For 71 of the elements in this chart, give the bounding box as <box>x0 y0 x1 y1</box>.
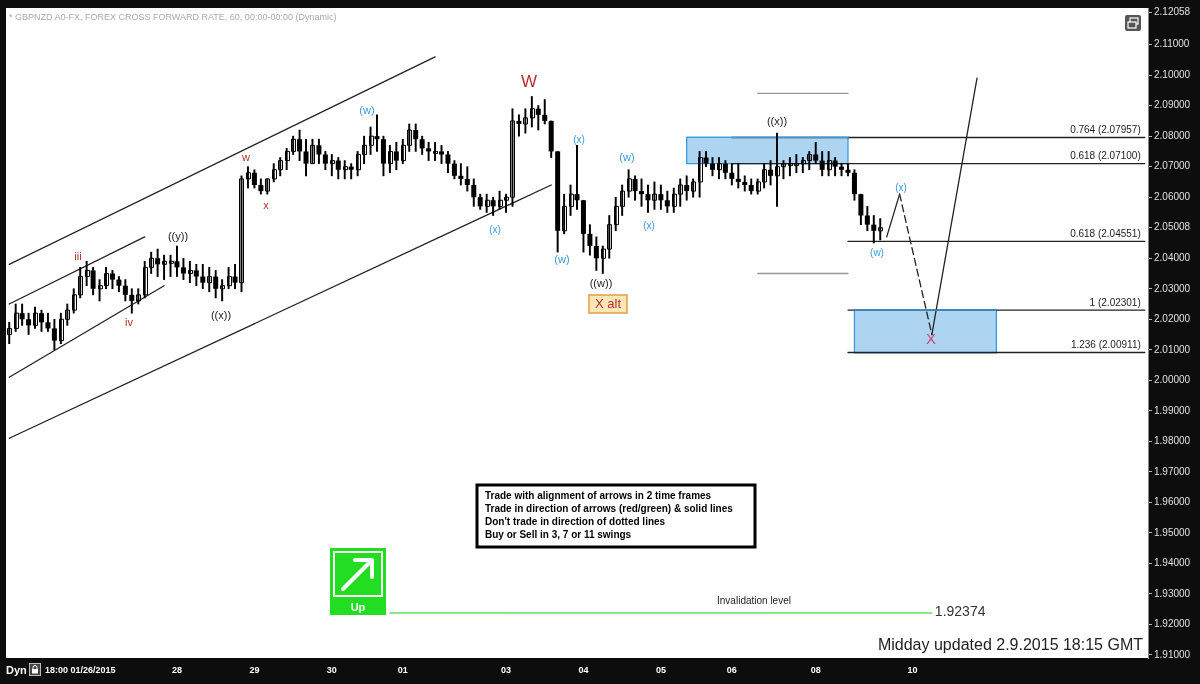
chart-title: * GBPNZD A0-FX, FOREX CROSS FORWARD RATE, 60, 00:00-00:00 (Dynamic) <box>9 11 337 22</box>
annotation: W <box>520 71 538 91</box>
annotation: (x) <box>643 219 655 231</box>
y-tick-label: 1.92000 <box>1154 618 1191 630</box>
annotation: iv <box>125 316 134 329</box>
candlestick <box>562 193 567 235</box>
x-tick-label: 06 <box>726 664 737 675</box>
annotation: X alt <box>594 295 622 311</box>
y-tick-label: 2.06000 <box>1154 190 1191 202</box>
annotation: Invalidation level <box>717 594 791 606</box>
series-label: 1.236 (2.00911) <box>1070 339 1141 351</box>
annotation: (x) <box>573 133 585 145</box>
annotation: (x) <box>895 181 907 193</box>
x-tick-label: 30 <box>326 664 337 675</box>
candlestick <box>7 321 12 345</box>
y-tick-label: 2.05008 <box>1154 221 1191 233</box>
annotation: (w) <box>870 246 884 258</box>
y-tick-label: 1.94000 <box>1154 557 1191 569</box>
annotation: X <box>925 330 937 348</box>
data-label: 1.92374 <box>934 602 986 619</box>
candlestick <box>220 279 225 302</box>
y-tick-label: 2.11000 <box>1154 38 1190 50</box>
y-tick-label: 2.10000 <box>1154 68 1191 80</box>
y-tick-label: 2.12058 <box>1154 6 1191 18</box>
annotation: x <box>263 199 270 212</box>
y-tick-label: 2.02000 <box>1154 313 1191 325</box>
x-tick-label: 28 <box>171 664 182 675</box>
series-label: 1 (2.02301) <box>1089 296 1141 308</box>
annotation: (w) <box>619 151 635 164</box>
y-tick-label: 2.00000 <box>1154 374 1191 386</box>
y-tick-label: 2.07000 <box>1154 160 1191 172</box>
annotation: iii <box>74 250 82 263</box>
annotation: Trade with alignment of arrows in 2 time frames Trade in direction of arrows (red/green) & solid lines Don't trade in direction of dotted lines Buy or Sell in 3, 7 or 11 swings <box>485 489 734 540</box>
x-tick-label: 01 <box>397 664 408 675</box>
y-tick-label: 2.04000 <box>1154 251 1191 263</box>
annotation: ((y)) <box>167 230 189 243</box>
series-label: 0.764 (2.07957) <box>1070 124 1141 136</box>
annotation: (w) <box>359 104 375 117</box>
annotation: ((x)) <box>210 309 232 322</box>
candlestick <box>735 163 741 189</box>
y-tick-label: 1.99000 <box>1154 404 1191 416</box>
y-tick-label: 1.98000 <box>1154 435 1191 447</box>
x-tick-label: 10 <box>907 664 918 675</box>
x-tick-label: 08 <box>810 664 821 675</box>
annotation: ((w)) <box>589 277 613 290</box>
annotation: (x) <box>489 223 501 235</box>
x-tick-label: 18:00 01/26/2015 <box>44 664 116 675</box>
candlestick <box>639 178 645 207</box>
series-label: 0.618 (2.07100) <box>1070 150 1141 162</box>
annotation: ((x)) <box>766 115 788 128</box>
annotation: (w) <box>554 253 570 266</box>
y-tick-label: 1.97000 <box>1154 465 1191 477</box>
x-tick-label: 29 <box>249 664 260 675</box>
y-tick-label: 2.03000 <box>1154 282 1191 294</box>
y-tick-label: 2.01000 <box>1154 343 1191 355</box>
y-tick-label: 1.96000 <box>1154 496 1191 508</box>
annotation: Midday updated 2.9.2015 18:15 GMT <box>877 636 1144 654</box>
x-tick-label: 04 <box>578 664 589 675</box>
candlestick <box>878 218 883 241</box>
y-tick-label: 2.09000 <box>1154 99 1191 111</box>
x-tick-label: 05 <box>655 664 666 675</box>
annotation: Up <box>349 601 367 614</box>
text: Dyn <box>6 664 28 677</box>
candlestick <box>162 254 167 280</box>
series-label: 0.618 (2.04551) <box>1070 228 1141 240</box>
y-tick-label: 1.95000 <box>1154 526 1191 538</box>
annotation: w <box>241 151 251 164</box>
x-tick-label: 03 <box>501 664 512 675</box>
y-tick-label: 1.91000 <box>1154 648 1191 660</box>
y-tick-label: 1.93000 <box>1154 587 1191 599</box>
y-tick-label: 2.08000 <box>1154 129 1191 141</box>
